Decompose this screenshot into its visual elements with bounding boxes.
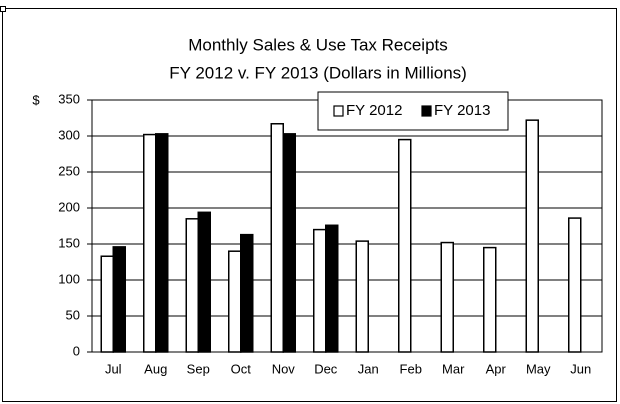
- bar: [185, 218, 199, 353]
- y-unit: $: [32, 92, 40, 107]
- x-tick-label: Nov: [272, 361, 296, 376]
- bar: [112, 246, 126, 353]
- bar: [228, 250, 242, 353]
- bar: [270, 123, 284, 353]
- bar: [197, 211, 211, 353]
- y-tick-label: 250: [58, 163, 80, 178]
- bar: [143, 133, 157, 353]
- y-tick-label: 350: [58, 91, 80, 106]
- legend-swatch: [333, 105, 344, 117]
- bar: [525, 119, 539, 353]
- bar: [483, 246, 497, 353]
- legend-swatch: [421, 105, 432, 117]
- bar: [282, 133, 296, 353]
- chart-title: Monthly Sales & Use Tax Receipts: [188, 35, 448, 54]
- y-tick-label: 50: [66, 307, 80, 322]
- legend-label: FY 2012: [346, 102, 402, 119]
- bar: [568, 217, 582, 353]
- bar: [325, 224, 339, 353]
- x-tick-label: Apr: [486, 361, 507, 376]
- legend-label: FY 2013: [434, 102, 490, 119]
- x-tick-label: Aug: [144, 361, 167, 376]
- bar: [240, 233, 254, 353]
- frame-handle: [0, 6, 6, 12]
- x-tick-label: Mar: [442, 361, 465, 376]
- plot-area: [91, 99, 603, 353]
- bar: [313, 228, 327, 353]
- y-tick-label: 300: [58, 127, 80, 142]
- bar: [398, 138, 412, 353]
- bar: [355, 240, 369, 353]
- bar: [155, 133, 169, 353]
- x-tick-label: Jun: [570, 361, 591, 376]
- legend-box: [317, 91, 509, 131]
- x-tick-label: Jul: [105, 361, 122, 376]
- x-tick-label: Feb: [400, 361, 422, 376]
- x-tick-label: Sep: [187, 361, 210, 376]
- y-tick-label: 150: [58, 235, 80, 250]
- chart-subtitle: FY 2012 v. FY 2013 (Dollars in Millions): [169, 63, 467, 82]
- x-tick-label: Dec: [314, 361, 338, 376]
- y-tick-label: 200: [58, 199, 80, 214]
- bar: [100, 255, 114, 353]
- y-tick-label: 100: [58, 271, 80, 286]
- x-tick-label: May: [526, 361, 551, 376]
- x-tick-label: Jan: [358, 361, 379, 376]
- y-tick-label: 0: [73, 343, 80, 358]
- x-tick-label: Oct: [231, 361, 252, 376]
- bar: [440, 241, 454, 353]
